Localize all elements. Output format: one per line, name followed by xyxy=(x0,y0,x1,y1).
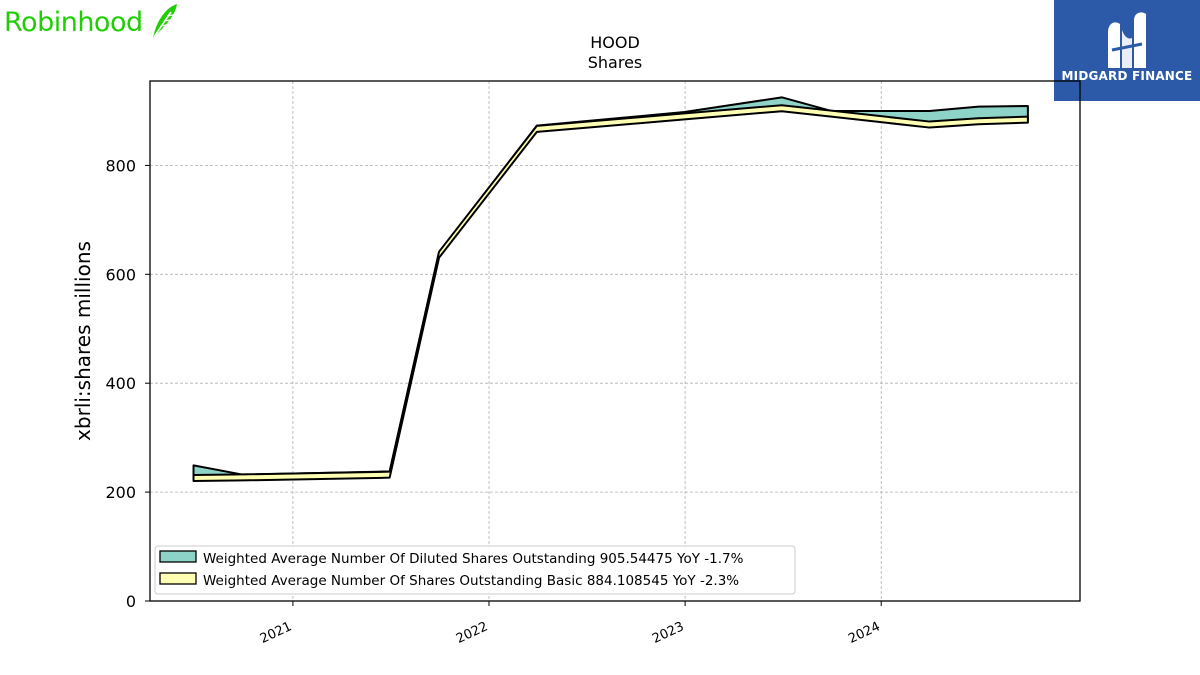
midgard-finance-watermark: MIDGARD FINANCE xyxy=(1054,0,1200,101)
grid-lines xyxy=(150,81,1080,601)
x-tick-label: 2023 xyxy=(650,619,686,647)
x-tick-label: 2022 xyxy=(454,619,490,647)
legend-label-basic: Weighted Average Number Of Shares Outsta… xyxy=(203,573,739,589)
midgard-name: MIDGARD FINANCE xyxy=(1061,69,1193,83)
legend-box xyxy=(154,545,796,595)
y-tick-label: 400 xyxy=(105,374,136,393)
y-axis: 0 200 400 600 800 xyxy=(105,156,150,611)
y-tick-label: 0 xyxy=(126,592,136,611)
x-tick-label: 2021 xyxy=(258,619,294,647)
y-axis-label: xbrli:shares millions xyxy=(71,241,95,441)
legend-swatch-basic xyxy=(159,572,197,585)
feather-icon xyxy=(152,4,177,38)
series-basic-area xyxy=(192,104,1029,482)
series-layer xyxy=(192,96,1029,482)
plot-frame xyxy=(149,80,1081,602)
x-axis: 2021 2022 2023 2024 xyxy=(258,601,883,647)
legend: Weighted Average Number Of Diluted Share… xyxy=(154,545,796,595)
midgard-logo-icon xyxy=(1108,12,1146,68)
chart-title: HOOD xyxy=(590,33,640,52)
brand-name: Robinhood xyxy=(4,6,143,38)
legend-swatch-diluted xyxy=(159,550,197,563)
y-tick-label: 200 xyxy=(105,483,136,502)
y-tick-label: 800 xyxy=(105,156,136,175)
series-diluted-area xyxy=(192,96,1029,479)
chart-subtitle: Shares xyxy=(588,53,643,72)
legend-label-diluted: Weighted Average Number Of Diluted Share… xyxy=(203,551,744,567)
robinhood-logo: Robinhood xyxy=(4,2,179,42)
y-tick-label: 600 xyxy=(105,265,136,284)
x-tick-label: 2024 xyxy=(846,619,882,647)
